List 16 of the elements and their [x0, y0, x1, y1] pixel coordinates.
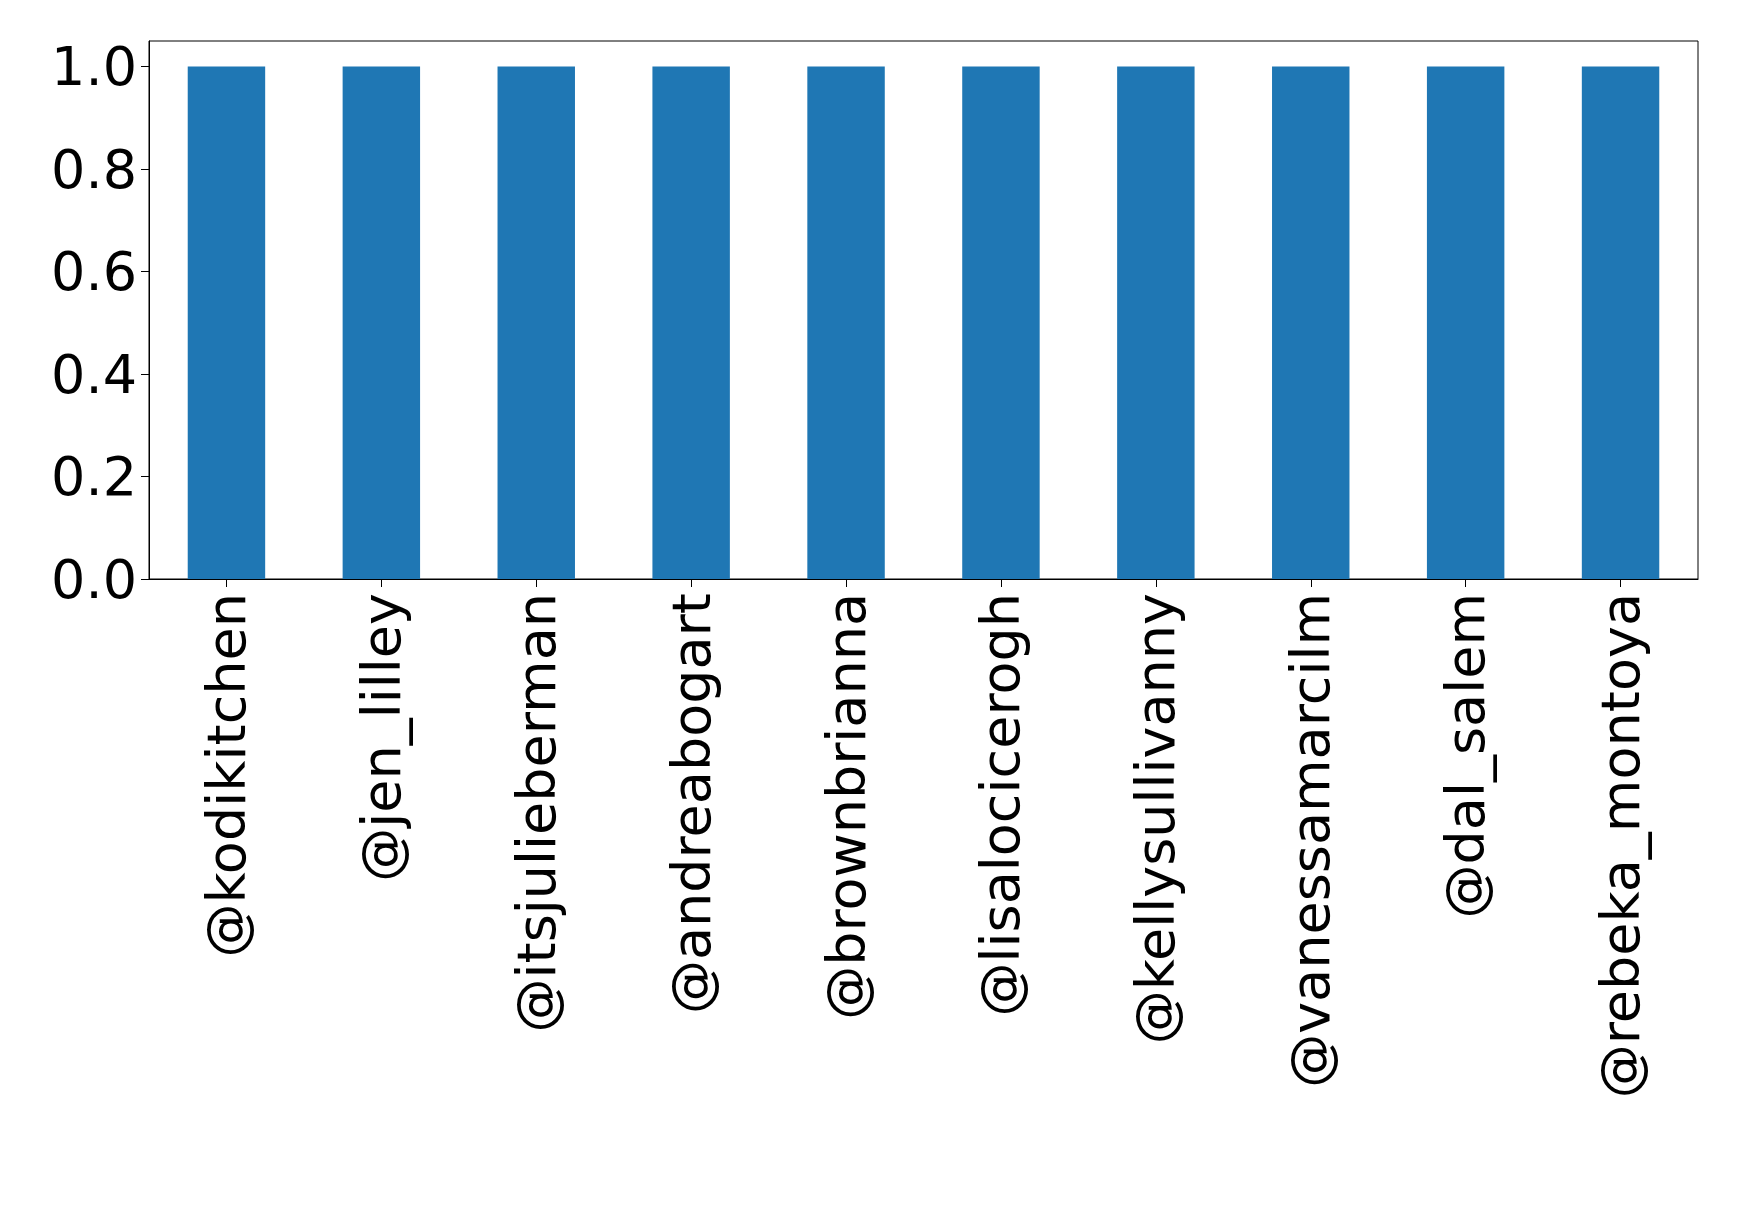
x-tick-label: @brownbrianna — [814, 593, 878, 1020]
x-tick-label: @rebeka_montoya — [1589, 593, 1653, 1099]
x-tick-label: @andreabogart — [659, 593, 723, 1014]
x-tick-label: @dal_salem — [1434, 593, 1498, 919]
x-tick-label: @kodikitchen — [194, 593, 258, 958]
x-tick-label: @jen_lilley — [349, 593, 413, 882]
y-tick-label: 1.0 — [51, 35, 137, 99]
y-tick-label: 0.2 — [51, 445, 137, 509]
x-tick-label: @kellysullivanny — [1124, 593, 1188, 1045]
y-tick-label: 0.8 — [51, 137, 137, 201]
y-tick-label: 0.6 — [51, 240, 137, 304]
x-tick-label: @itsjulieberman — [504, 593, 568, 1033]
y-tick-label: 0.0 — [51, 547, 137, 611]
x-tick-label: @lisalocicerogh — [969, 593, 1033, 1017]
y-tick-label: 0.4 — [51, 342, 137, 406]
x-tick-label: @vanessamarcilm — [1279, 593, 1343, 1088]
